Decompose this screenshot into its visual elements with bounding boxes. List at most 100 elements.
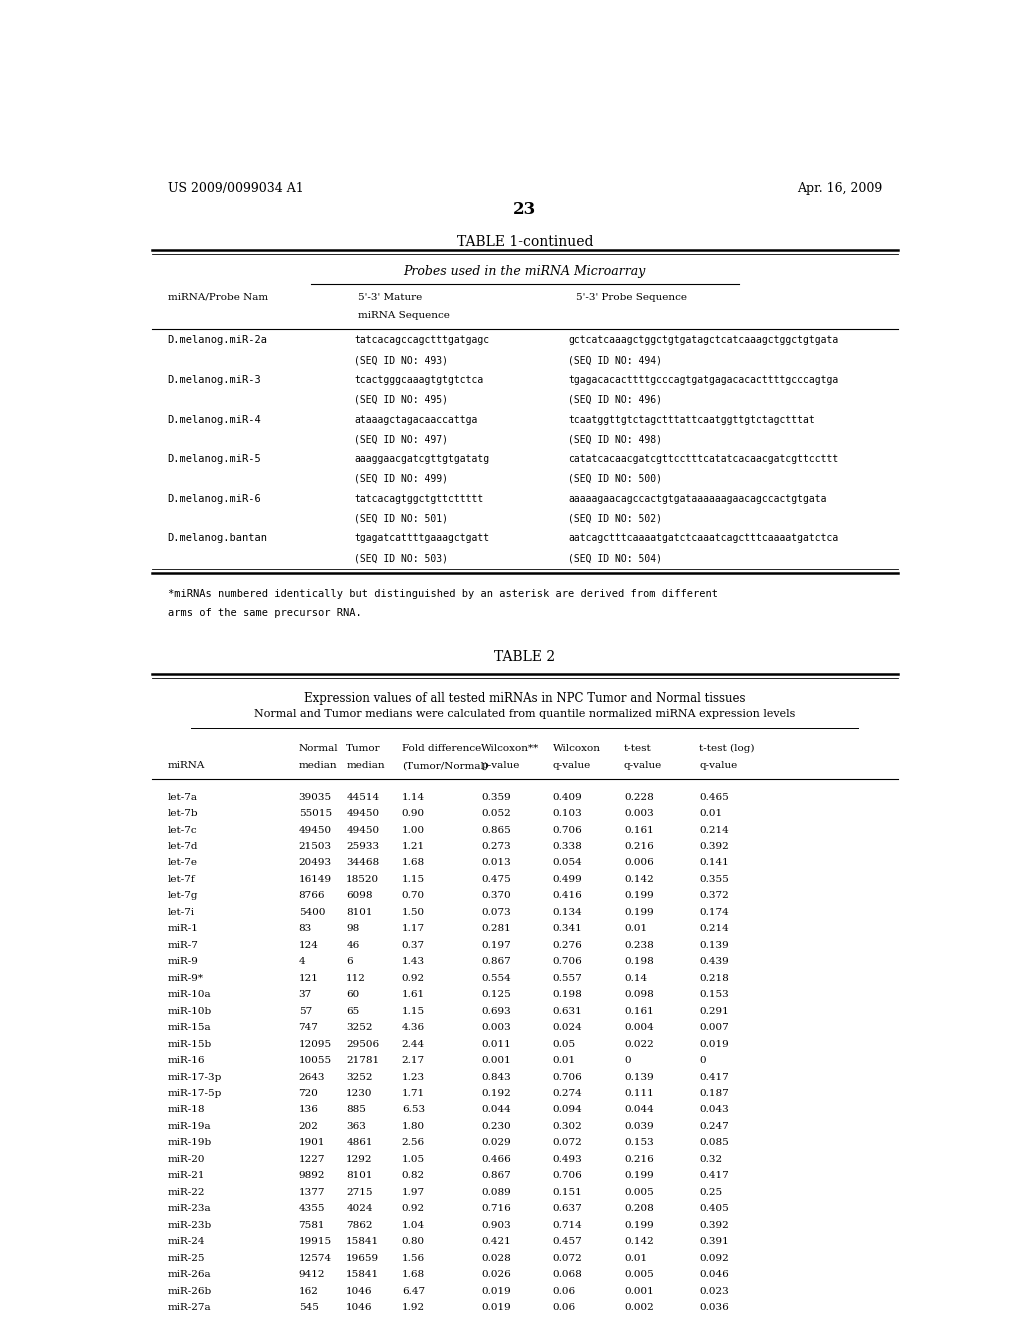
Text: miR-27a: miR-27a <box>168 1303 211 1312</box>
Text: Fold difference: Fold difference <box>401 744 481 752</box>
Text: 6098: 6098 <box>346 891 373 900</box>
Text: (SEQ ID NO: 494): (SEQ ID NO: 494) <box>568 355 663 366</box>
Text: 0.068: 0.068 <box>553 1270 583 1279</box>
Text: 0.085: 0.085 <box>699 1138 729 1147</box>
Text: 0.247: 0.247 <box>699 1122 729 1131</box>
Text: 5'-3' Mature: 5'-3' Mature <box>358 293 422 301</box>
Text: 44514: 44514 <box>346 792 379 801</box>
Text: 0.039: 0.039 <box>624 1122 653 1131</box>
Text: 0.867: 0.867 <box>481 1171 511 1180</box>
Text: miR-21: miR-21 <box>168 1171 205 1180</box>
Text: 0.052: 0.052 <box>481 809 511 818</box>
Text: 0.01: 0.01 <box>553 1056 575 1065</box>
Text: t-test: t-test <box>624 744 651 752</box>
Text: 0.024: 0.024 <box>553 1023 583 1032</box>
Text: 1.68: 1.68 <box>401 858 425 867</box>
Text: 0.198: 0.198 <box>553 990 583 999</box>
Text: TABLE 2: TABLE 2 <box>495 651 555 664</box>
Text: 25933: 25933 <box>346 842 379 851</box>
Text: 0.002: 0.002 <box>624 1303 653 1312</box>
Text: 0.228: 0.228 <box>624 792 653 801</box>
Text: let-7d: let-7d <box>168 842 199 851</box>
Text: (SEQ ID NO: 498): (SEQ ID NO: 498) <box>568 434 663 445</box>
Text: median: median <box>299 762 337 770</box>
Text: 6.47: 6.47 <box>401 1287 425 1296</box>
Text: 8101: 8101 <box>346 908 373 917</box>
Text: miR-20: miR-20 <box>168 1155 205 1164</box>
Text: 55015: 55015 <box>299 809 332 818</box>
Text: 0.006: 0.006 <box>624 858 653 867</box>
Text: tatcacagtggctgttcttttt: tatcacagtggctgttcttttt <box>354 494 483 504</box>
Text: 0.238: 0.238 <box>624 941 653 950</box>
Text: 0.392: 0.392 <box>699 1221 729 1230</box>
Text: 0.493: 0.493 <box>553 1155 583 1164</box>
Text: 0.019: 0.019 <box>481 1303 511 1312</box>
Text: *miRNAs numbered identically but distinguished by an asterisk are derived from d: *miRNAs numbered identically but disting… <box>168 589 718 599</box>
Text: 4.36: 4.36 <box>401 1023 425 1032</box>
Text: 0.06: 0.06 <box>553 1287 575 1296</box>
Text: miR-10a: miR-10a <box>168 990 211 999</box>
Text: miR-25: miR-25 <box>168 1254 205 1263</box>
Text: miR-16: miR-16 <box>168 1056 205 1065</box>
Text: 0.197: 0.197 <box>481 941 511 950</box>
Text: t-test (log): t-test (log) <box>699 744 755 752</box>
Text: 0.341: 0.341 <box>553 924 583 933</box>
Text: 0.192: 0.192 <box>481 1089 511 1098</box>
Text: 0.372: 0.372 <box>699 891 729 900</box>
Text: 0.134: 0.134 <box>553 908 583 917</box>
Text: 0.001: 0.001 <box>624 1287 653 1296</box>
Text: 4355: 4355 <box>299 1204 326 1213</box>
Text: gctcatcaaagctggctgtgatagctcatcaaagctggctgtgata: gctcatcaaagctggctgtgatagctcatcaaagctggct… <box>568 335 839 346</box>
Text: miR-9*: miR-9* <box>168 974 204 983</box>
Text: 1227: 1227 <box>299 1155 326 1164</box>
Text: Expression values of all tested miRNAs in NPC Tumor and Normal tissues: Expression values of all tested miRNAs i… <box>304 692 745 705</box>
Text: miRNA Sequence: miRNA Sequence <box>358 312 450 319</box>
Text: 1.14: 1.14 <box>401 792 425 801</box>
Text: 2715: 2715 <box>346 1188 373 1197</box>
Text: ataaagctagacaaccattga: ataaagctagacaaccattga <box>354 414 477 425</box>
Text: 29506: 29506 <box>346 1040 379 1048</box>
Text: tgagatcattttgaaagctgatt: tgagatcattttgaaagctgatt <box>354 533 489 544</box>
Text: 0.022: 0.022 <box>624 1040 653 1048</box>
Text: 0.044: 0.044 <box>624 1105 653 1114</box>
Text: 8766: 8766 <box>299 891 326 900</box>
Text: 0.867: 0.867 <box>481 957 511 966</box>
Text: 0.028: 0.028 <box>481 1254 511 1263</box>
Text: 0.281: 0.281 <box>481 924 511 933</box>
Text: 0: 0 <box>699 1056 706 1065</box>
Text: 0.089: 0.089 <box>481 1188 511 1197</box>
Text: 0.06: 0.06 <box>553 1303 575 1312</box>
Text: 0.25: 0.25 <box>699 1188 723 1197</box>
Text: 1.92: 1.92 <box>401 1303 425 1312</box>
Text: 1.56: 1.56 <box>401 1254 425 1263</box>
Text: 8101: 8101 <box>346 1171 373 1180</box>
Text: 363: 363 <box>346 1122 367 1131</box>
Text: 0.302: 0.302 <box>553 1122 583 1131</box>
Text: 3252: 3252 <box>346 1023 373 1032</box>
Text: 0.139: 0.139 <box>624 1073 653 1081</box>
Text: median: median <box>346 762 385 770</box>
Text: miRNA: miRNA <box>168 762 205 770</box>
Text: 0.199: 0.199 <box>624 1221 653 1230</box>
Text: 136: 136 <box>299 1105 318 1114</box>
Text: 0.199: 0.199 <box>624 908 653 917</box>
Text: p-value: p-value <box>481 762 519 770</box>
Text: 0.187: 0.187 <box>699 1089 729 1098</box>
Text: 0.214: 0.214 <box>699 924 729 933</box>
Text: 0.92: 0.92 <box>401 974 425 983</box>
Text: 0.274: 0.274 <box>553 1089 583 1098</box>
Text: let-7f: let-7f <box>168 875 196 884</box>
Text: 19659: 19659 <box>346 1254 379 1263</box>
Text: let-7c: let-7c <box>168 825 198 834</box>
Text: 1046: 1046 <box>346 1287 373 1296</box>
Text: 0.05: 0.05 <box>553 1040 575 1048</box>
Text: 37: 37 <box>299 990 312 999</box>
Text: miR-19b: miR-19b <box>168 1138 212 1147</box>
Text: 0.208: 0.208 <box>624 1204 653 1213</box>
Text: 18520: 18520 <box>346 875 379 884</box>
Text: aaaggaacgatcgttgtgatatg: aaaggaacgatcgttgtgatatg <box>354 454 489 465</box>
Text: 1.21: 1.21 <box>401 842 425 851</box>
Text: (Tumor/Normal): (Tumor/Normal) <box>401 762 487 770</box>
Text: TABLE 1-continued: TABLE 1-continued <box>457 235 593 248</box>
Text: 6.53: 6.53 <box>401 1105 425 1114</box>
